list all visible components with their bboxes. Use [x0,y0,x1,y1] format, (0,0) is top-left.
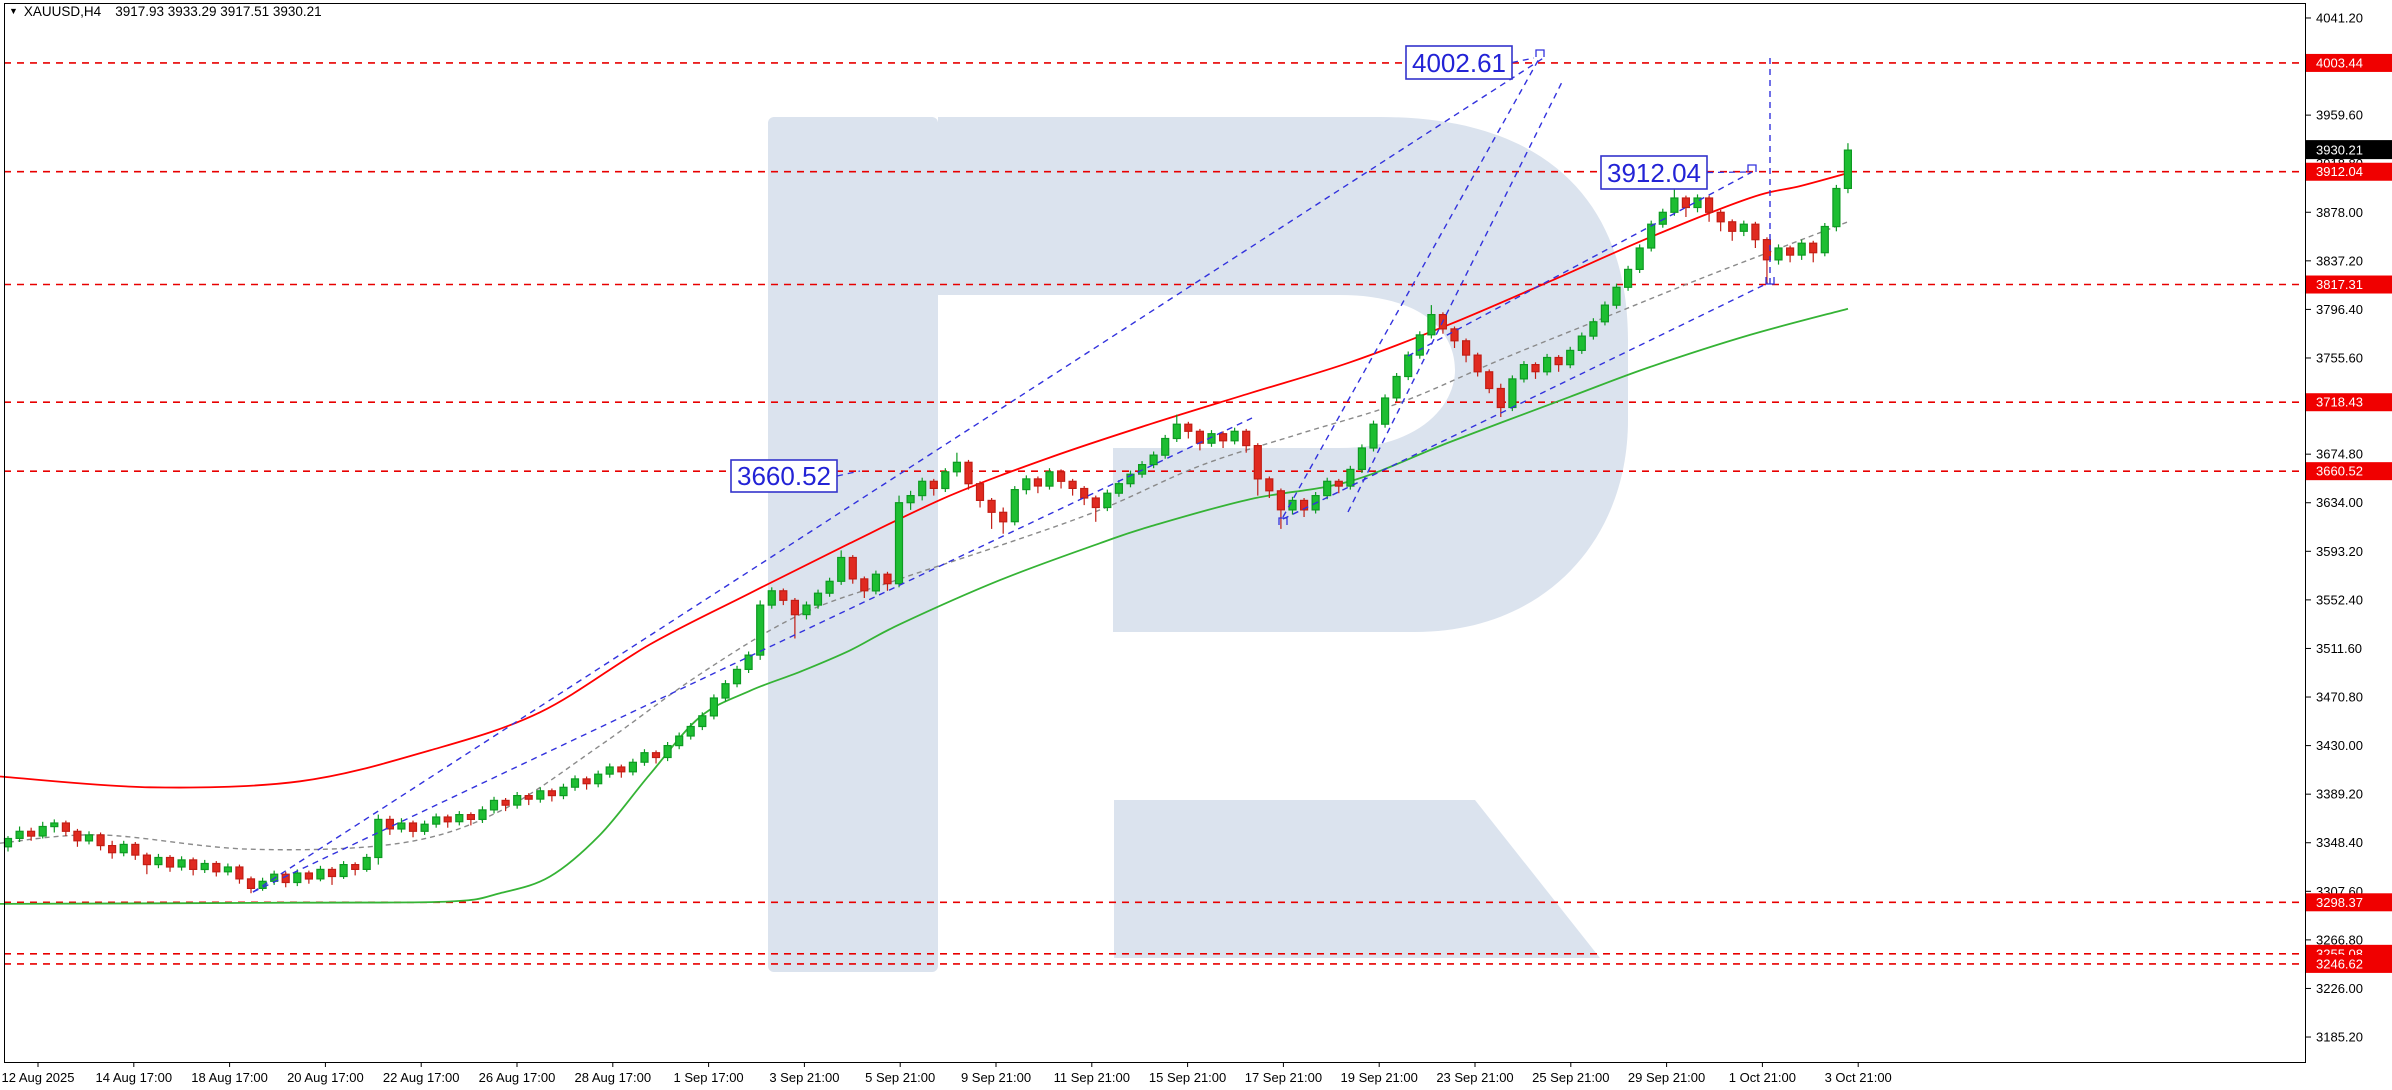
time-tick-label: 20 Aug 17:00 [287,1070,364,1085]
symbol-period-label: XAUUSD,H4 [23,4,102,19]
price-tick-label: 3266.80 [2316,932,2363,947]
price-tick-label: 3552.40 [2316,592,2363,607]
price-tick-label: 3796.40 [2316,302,2363,317]
time-tick-label: 19 Sep 21:00 [1341,1070,1418,1085]
price-tick-label: 3878.00 [2316,205,2363,220]
level-badge-3718.43: 3718.43 [2306,393,2392,412]
level-badge-3817.31: 3817.31 [2306,275,2392,294]
collapse-arrow-icon[interactable]: ▼ [9,6,18,16]
price-tick-label: 3185.20 [2316,1030,2363,1045]
time-tick-label: 14 Aug 17:00 [95,1070,172,1085]
price-tick-label: 3837.20 [2316,253,2363,268]
trendline-endpoint-marker [1535,49,1545,57]
svg-text:3912.04: 3912.04 [1607,158,1701,188]
trendline-endpoint-marker [1278,517,1288,525]
time-tick-label: 25 Sep 21:00 [1532,1070,1609,1085]
time-axis[interactable]: 12 Aug 2025 14 Aug 17:00 18 Aug 17:00 20 Au… [1,1062,1892,1085]
time-tick-label: 11 Sep 21:00 [1054,1070,1130,1085]
candle-series [3,143,1853,894]
price-annotation-4002.61[interactable]: 4002.61 [1405,45,1535,80]
time-tick-label: 12 Aug 2025 [1,1070,74,1085]
trendline-5 [1282,282,1769,520]
price-tick-label: 3634.00 [2316,495,2363,510]
price-tick-label: 3959.60 [2316,108,2363,123]
current-price-badge: 3930.21 [2306,140,2392,160]
trendline-endpoint-marker [1747,164,1757,172]
level-badge-3246.62: 3246.62 [2306,954,2392,973]
time-tick-label: 17 Sep 21:00 [1245,1070,1322,1085]
price-tick-label: 3511.60 [2316,641,2362,656]
price-annotation-3912.04[interactable]: 3912.04 [1600,155,1748,190]
price-tick-label: 4041.20 [2316,10,2363,25]
price-tick-label: 3755.60 [2316,350,2363,365]
axes [4,3,2306,1063]
price-tick-label: 3674.80 [2316,447,2363,462]
svg-text:4002.61: 4002.61 [1412,48,1506,78]
time-tick-label: 26 Aug 17:00 [479,1070,556,1085]
level-badge-4003.44: 4003.44 [2306,53,2392,72]
svg-text:3246.62: 3246.62 [2316,956,2363,971]
price-tick-label: 3430.00 [2316,738,2363,753]
time-tick-label: 29 Sep 21:00 [1628,1070,1705,1085]
price-tick-label: 3470.80 [2316,690,2363,705]
time-tick-label: 28 Aug 17:00 [574,1070,651,1085]
level-badge-3298.37: 3298.37 [2306,893,2392,912]
trendlines[interactable] [252,56,1771,893]
chart-title-bar: ▼ XAUUSD,H4 3917.93 3933.29 3917.51 3930… [9,4,322,19]
time-tick-label: 22 Aug 17:00 [383,1070,460,1085]
price-tick-label: 3389.20 [2316,787,2363,802]
trendline-endpoint-marker [1765,277,1775,285]
price-annotation-3660.52[interactable]: 3660.52 [730,459,861,493]
time-tick-label: 9 Sep 21:00 [961,1070,1031,1085]
watermark-logo [768,117,1628,972]
trendline-2 [252,417,1253,893]
price-axis[interactable]: 4041.203959.603918.803878.003837.203796.… [2305,10,2392,1045]
time-tick-label: 15 Sep 21:00 [1149,1070,1226,1085]
price-tick-label: 3593.20 [2316,544,2363,559]
time-tick-label: 5 Sep 21:00 [865,1070,935,1085]
svg-text:3930.21: 3930.21 [2316,143,2363,158]
time-tick-label: 3 Sep 21:00 [769,1070,839,1085]
time-tick-label: 3 Oct 21:00 [1825,1070,1892,1085]
time-tick-label: 1 Oct 21:00 [1729,1070,1796,1085]
trendline-4 [1347,79,1564,513]
svg-text:3660.52: 3660.52 [2316,464,2363,479]
svg-text:3817.31: 3817.31 [2316,277,2363,292]
ohlc-quotes-label: 3917.93 3933.29 3917.51 3930.21 [115,4,322,19]
ma-green-line [0,307,1849,905]
svg-text:4003.44: 4003.44 [2316,55,2363,70]
svg-text:3912.04: 3912.04 [2316,164,2363,179]
ma-gray-dashed-line [0,221,1849,851]
level-badge-3912.04: 3912.04 [2306,162,2392,181]
price-tick-label: 3226.00 [2316,981,2363,996]
time-tick-label: 23 Sep 21:00 [1436,1070,1513,1085]
time-tick-label: 18 Aug 17:00 [191,1070,268,1085]
ma-red-line [0,172,1849,789]
trendline-1 [252,56,1546,893]
svg-text:3718.43: 3718.43 [2316,395,2363,410]
price-tick-label: 3348.40 [2316,835,2363,850]
level-badge-3660.52: 3660.52 [2306,462,2392,481]
time-tick-label: 1 Sep 17:00 [674,1070,744,1085]
svg-text:3660.52: 3660.52 [737,461,831,491]
svg-text:3298.37: 3298.37 [2316,895,2363,910]
